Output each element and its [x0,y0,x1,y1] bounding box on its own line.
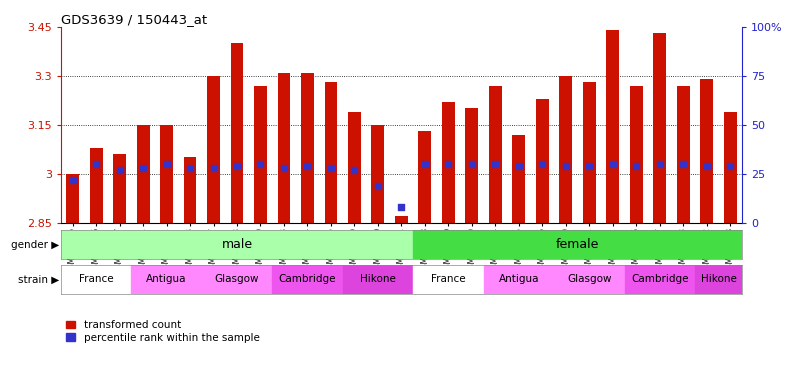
Text: Glasgow: Glasgow [567,274,611,285]
Bar [395,216,408,223]
Bar [301,73,314,223]
Point [371,182,384,189]
Point [254,161,267,167]
Point [183,165,196,171]
Point [89,161,102,167]
Bar [536,99,549,223]
Text: France: France [431,274,466,285]
Text: France: France [79,274,114,285]
Text: Antigua: Antigua [499,274,539,285]
Text: strain ▶: strain ▶ [18,274,59,285]
Point [395,204,408,210]
Bar [607,30,620,223]
Point [277,165,290,171]
Point [701,163,714,169]
Bar [61,230,413,259]
Bar [324,83,337,223]
Bar [624,265,695,294]
Bar [202,265,272,294]
Text: female: female [556,238,599,251]
Bar [583,83,596,223]
Point [607,161,620,167]
Bar [272,265,343,294]
Bar [630,86,643,223]
Bar [67,174,79,223]
Text: male: male [221,238,252,251]
Point [583,163,596,169]
Point [724,163,737,169]
Point [560,163,573,169]
Bar [113,154,126,223]
Bar [677,86,690,223]
Bar [160,125,173,223]
Bar [654,33,667,223]
Bar [554,265,624,294]
Text: Hikone: Hikone [360,274,396,285]
Bar [371,125,384,223]
Text: Cambridge: Cambridge [631,274,689,285]
Point [348,167,361,173]
Point [301,163,314,169]
Bar [348,112,361,223]
Point [113,167,126,173]
Point [466,161,478,167]
Point [442,161,455,167]
Bar [513,135,526,223]
Text: GDS3639 / 150443_at: GDS3639 / 150443_at [61,13,207,26]
Bar [418,131,431,223]
Bar [489,86,502,223]
Text: Glasgow: Glasgow [215,274,260,285]
Bar [230,43,243,223]
Bar [277,73,290,223]
Text: Hikone: Hikone [701,274,736,285]
Bar [413,230,742,259]
Bar [89,148,102,223]
Bar [701,79,714,223]
Bar [695,265,742,294]
Bar [254,86,267,223]
Bar [61,265,131,294]
Point [654,161,667,167]
Legend: transformed count, percentile rank within the sample: transformed count, percentile rank withi… [66,320,260,343]
Bar [207,76,220,223]
Bar [442,102,455,223]
Bar [343,265,413,294]
Point [677,161,690,167]
Point [489,161,502,167]
Point [536,161,549,167]
Bar [483,265,554,294]
Point [207,165,220,171]
Bar [136,125,149,223]
Bar [183,157,196,223]
Text: Antigua: Antigua [146,274,187,285]
Bar [560,76,573,223]
Text: Cambridge: Cambridge [279,274,337,285]
Point [160,161,173,167]
Bar [466,109,478,223]
Point [66,177,79,183]
Bar [724,112,736,223]
Point [630,163,643,169]
Text: gender ▶: gender ▶ [11,240,59,250]
Point [418,161,431,167]
Point [324,165,337,171]
Point [230,163,243,169]
Bar [413,265,483,294]
Bar [131,265,202,294]
Point [136,165,149,171]
Point [513,163,526,169]
